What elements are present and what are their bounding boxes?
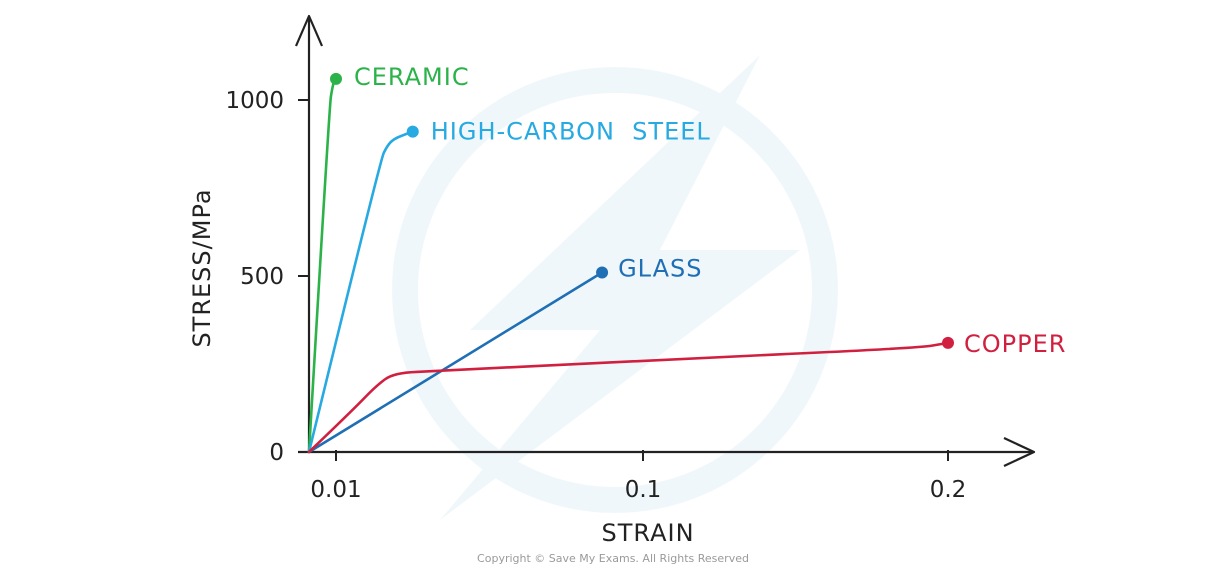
x-axis-title: STRAIN [601, 519, 694, 547]
y-tick-label: 1000 [225, 88, 284, 114]
watermark-logo [392, 55, 838, 520]
series-label-ceramic: CERAMIC [354, 63, 470, 91]
x-tick-label: 0.1 [625, 477, 662, 503]
series-endpoint-glass [596, 266, 609, 279]
y-tick-label: 500 [240, 264, 284, 290]
axes [294, 14, 1036, 467]
y-ticks: 0 500 1000 [225, 88, 310, 466]
y-tick-label: 0 [269, 440, 284, 466]
series-line-copper [307, 341, 950, 454]
series-endpoint-ceramic [330, 72, 342, 85]
series-label-copper: COPPER [964, 330, 1066, 358]
x-tick-label: 0.01 [310, 477, 361, 503]
series-endpoint-high-carbon-steel [406, 125, 419, 138]
x-ticks: 0.01 0.1 0.2 [310, 450, 966, 503]
x-axis-arrow [1003, 437, 1036, 467]
series-label-high-carbon-steel: HIGH-CARBON STEEL [431, 118, 711, 146]
x-tick-label: 0.2 [930, 477, 967, 503]
series-line-glass [307, 271, 604, 454]
y-axis-arrow [294, 14, 324, 47]
series-layer: CERAMIC HIGH-CARBON STEEL GLASS COPPER [307, 63, 1066, 454]
series-label-glass: GLASS [618, 254, 702, 282]
series-endpoint-copper [942, 336, 954, 349]
series-line-high-carbon-steel [307, 130, 415, 454]
copyright-notice: Copyright © Save My Exams. All Rights Re… [477, 552, 749, 565]
y-axis-title: STRESS/MPa [188, 188, 216, 347]
